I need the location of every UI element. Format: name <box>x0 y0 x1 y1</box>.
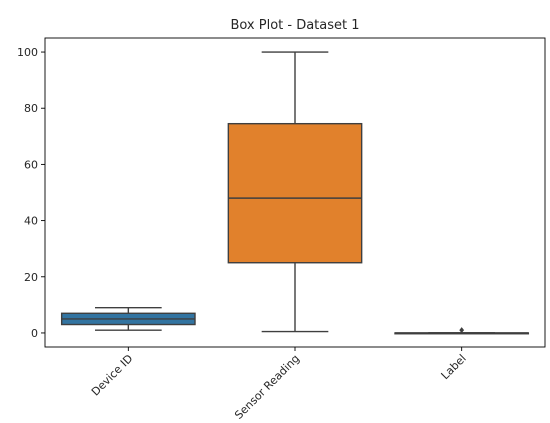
y-tick-label: 60 <box>24 158 38 171</box>
y-tick-label: 100 <box>17 46 38 59</box>
y-tick-label: 40 <box>24 215 38 228</box>
y-tick-label: 20 <box>24 271 38 284</box>
box-iqr <box>227 122 363 264</box>
x-tick-label: Label <box>439 352 469 382</box>
x-tick-label: Device ID <box>89 352 136 399</box>
boxes-layer <box>60 51 530 335</box>
chart-title: Box Plot - Dataset 1 <box>230 18 359 33</box>
x-tick-label: Sensor Reading <box>232 352 302 422</box>
y-tick-label: 80 <box>24 102 38 115</box>
y-tick-label: 0 <box>31 327 38 340</box>
outlier-point <box>459 327 465 334</box>
